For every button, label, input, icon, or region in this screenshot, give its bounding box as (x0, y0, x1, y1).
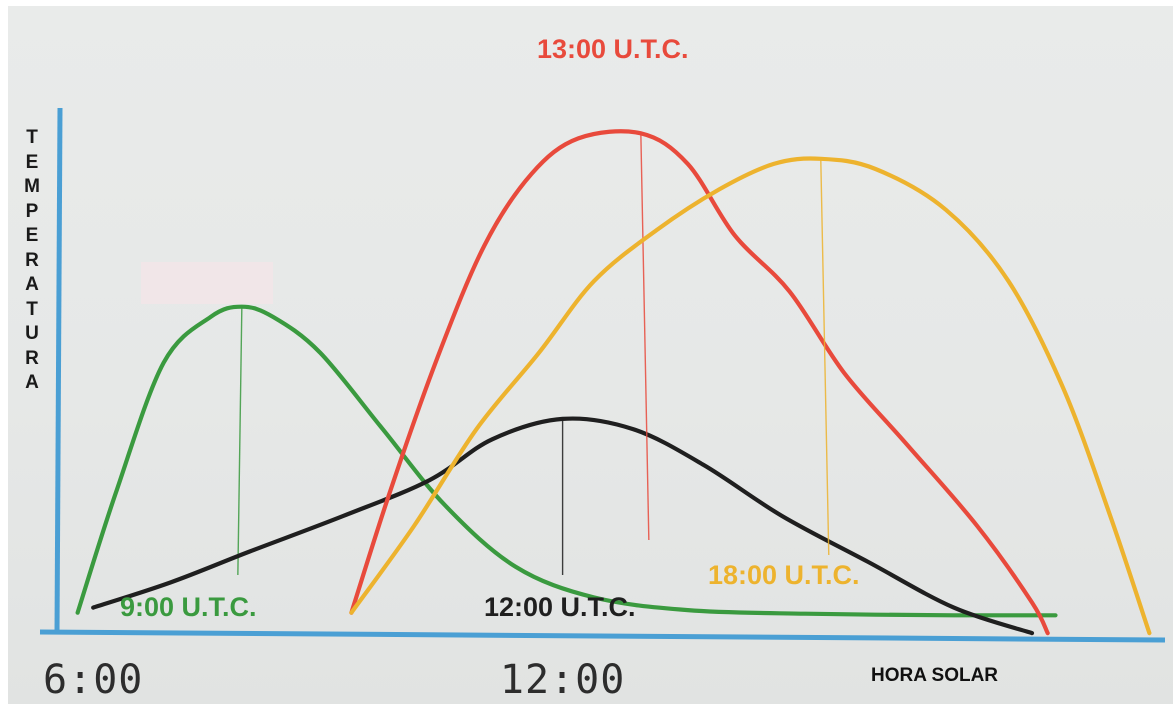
series-line-13utc (349, 129, 1050, 636)
y-axis-label-letter: E (25, 225, 39, 246)
y-axis-label-letter: E (25, 151, 39, 173)
series-label-9utc: 9:00 U.T.C. (120, 592, 257, 622)
x-axis-label: HORA SOLAR (871, 665, 999, 686)
series-label-18utc: 18:00 U.T.C. (708, 560, 860, 590)
series-label-13utc: 13:00 U.T.C. (537, 34, 689, 64)
y-axis-label-letter: T (26, 127, 38, 148)
x-axis-line (39, 629, 1166, 643)
peak-line-9utc (237, 306, 243, 576)
x-tick-label-12: 12:00 (499, 657, 626, 703)
peak-line-13utc (640, 133, 650, 541)
y-axis-label-letter: T (26, 298, 38, 320)
y-axis-label-letter: M (24, 176, 40, 197)
y-axis-label-letter: R (25, 249, 39, 271)
y-axis-line (54, 107, 63, 633)
y-axis-label-letter: P (25, 200, 39, 222)
series-label-12utc: 12:00 U.T.C. (484, 592, 636, 622)
y-axis-label-letter: U (25, 323, 39, 344)
series-line-12utc (91, 416, 1035, 636)
peak-line-18utc (820, 158, 830, 556)
y-axis-label-letter: A (25, 274, 39, 295)
x-tick-label-6: 6:00 (43, 657, 144, 703)
y-axis-label-letter: A (25, 372, 39, 393)
series-line-9utc (75, 304, 1058, 618)
paper-background (8, 6, 1173, 704)
highlight-patch (141, 262, 273, 304)
y-axis-label-letter: R (25, 347, 39, 369)
series-line-18utc (349, 156, 1152, 636)
